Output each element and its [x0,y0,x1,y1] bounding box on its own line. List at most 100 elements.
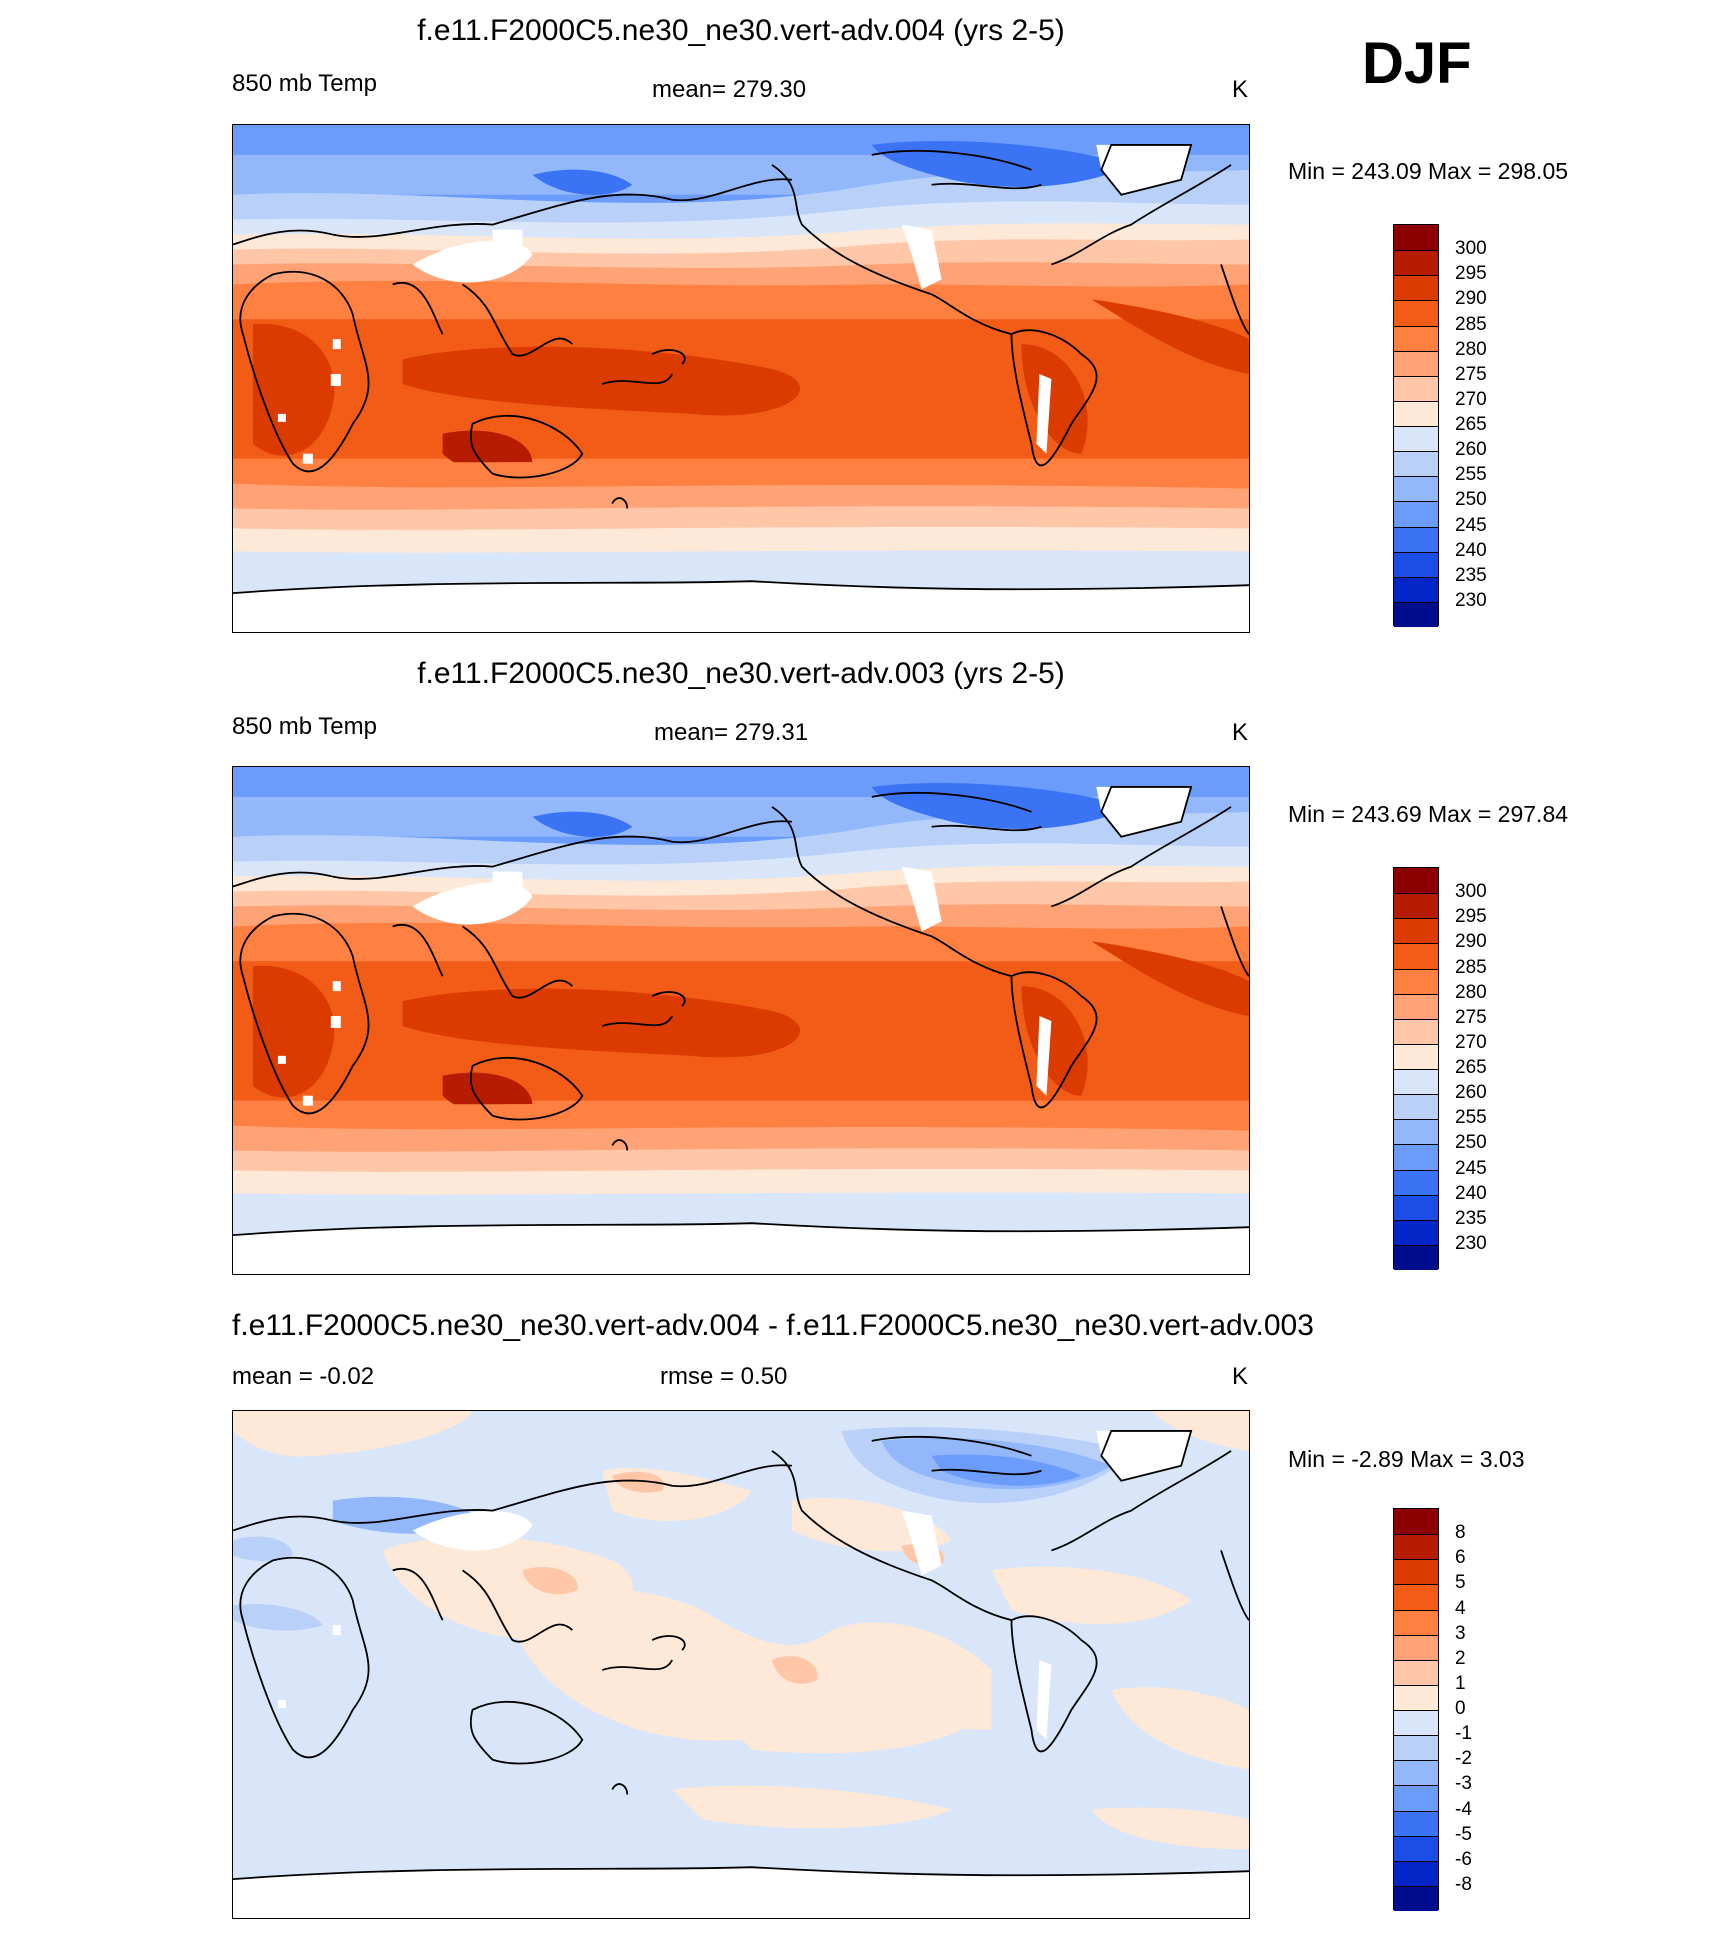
panel-2-colorbar-swatch [1394,1144,1438,1170]
panel-2-colorbar-swatch [1394,993,1438,1019]
panel-1-colorbar-swatch [1394,375,1438,401]
panel-3-colorbar-level-label: 5 [1455,1572,1466,1594]
panel-3-colorbar-level-label: -5 [1455,1823,1472,1845]
panel-2-colorbar-swatch [1394,1194,1438,1220]
panel-2-colorbar-level-label: 230 [1455,1232,1487,1254]
panel-2-colorbar-level-label: 250 [1455,1132,1487,1154]
panel-1-colorbar-swatch [1394,576,1438,602]
panel-3-colorbar-swatch [1394,1885,1438,1911]
panel-1-colorbar-level-label: 245 [1455,514,1487,536]
panel-2-colorbar-swatch [1394,868,1438,894]
panel-2-colorbar-swatch [1394,1018,1438,1044]
panel-3-colorbar-level-label: -4 [1455,1798,1472,1820]
panel-2-colorbar-swatch [1394,1169,1438,1195]
panel-1-colorbar-swatch [1394,551,1438,577]
panel-1-colorbar-swatch [1394,325,1438,351]
panel-1-colorbar-swatch [1394,476,1438,502]
panel-2-colorbar [1393,867,1439,1270]
panel-2-colorbar-level-label: 295 [1455,906,1487,928]
panel-3-colorbar-swatch [1394,1835,1438,1861]
panel-2-units-label: K [1232,719,1249,746]
panel-2-colorbar-swatch [1394,968,1438,994]
panel-2-map [232,766,1250,1275]
panel-3-colorbar-swatch [1394,1860,1438,1886]
panel-3-minmax-label: Min = -2.89 Max = 3.03 [1288,1446,1525,1472]
panel-3-colorbar-level-label: 3 [1455,1622,1466,1644]
panel-3-colorbar-level-label: 2 [1455,1647,1466,1669]
panel-1-units-label: K [1232,76,1249,103]
panel-1-colorbar-swatch [1394,426,1438,452]
panel-3-colorbar-swatch [1394,1659,1438,1685]
panel-3-colorbar-swatch [1394,1760,1438,1786]
panel-1-colorbar-swatch [1394,250,1438,276]
panel-2-colorbar-swatch [1394,1069,1438,1095]
panel-3-colorbar-swatch [1394,1559,1438,1585]
panel-2-colorbar-level-label: 245 [1455,1157,1487,1179]
panel-3-colorbar-level-label: -8 [1455,1873,1472,1895]
panel-3-colorbar-swatch [1394,1785,1438,1811]
panel-3-colorbar-level-label: -6 [1455,1848,1472,1870]
panel-2-colorbar-level-label: 260 [1455,1082,1487,1104]
panel-2-colorbar-swatch [1394,1119,1438,1145]
panel-3-colorbar-level-label: 4 [1455,1597,1466,1619]
panel-2-colorbar-swatch [1394,918,1438,944]
panel-2-colorbar-level-label: 265 [1455,1057,1487,1078]
season-label: DJF [1362,31,1472,96]
panel-3-colorbar-swatch [1394,1609,1438,1635]
panel-3-colorbar-level-label: 1 [1455,1672,1466,1694]
panel-1-colorbar-swatch [1394,526,1438,552]
panel-2-colorbar-level-label: 300 [1455,881,1487,903]
panel-3-colorbar-level-label: -1 [1455,1723,1472,1745]
panel-3-colorbar-swatch [1394,1810,1438,1836]
panel-1-colorbar-level-label: 235 [1455,564,1487,586]
panel-3-colorbar-level-label: 8 [1455,1522,1466,1544]
panel-3-rmse-label: rmse = 0.50 [660,1363,788,1390]
panel-2-colorbar-level-label: 280 [1455,981,1487,1003]
panel-3-colorbar-level-label: -3 [1455,1773,1472,1795]
panel-1-colorbar-level-label: 275 [1455,363,1487,385]
panel-3-units-label: K [1232,1363,1249,1390]
panel-1-colorbar-level-label: 230 [1455,589,1487,611]
panel-2-colorbar-level-label: 240 [1455,1182,1487,1204]
panel-3-colorbar-swatch [1394,1534,1438,1560]
panel-1-colorbar-swatch [1394,501,1438,527]
panel-1-temperature-field [233,125,1249,632]
panel-1-colorbar-level-label: 255 [1455,464,1487,486]
panel-1-colorbar [1393,224,1439,627]
panel-3-colorbar-swatch [1394,1634,1438,1660]
panel-2-colorbar-swatch [1394,1219,1438,1245]
panel-1-minmax-label: Min = 243.09 Max = 298.05 [1288,158,1569,184]
panel-2-colorbar-level-label: 235 [1455,1207,1487,1229]
panel-3-colorbar-swatch [1394,1710,1438,1736]
panel-1-colorbar-level-label: 290 [1455,288,1487,310]
panel-2-colorbar-swatch [1394,943,1438,969]
panel-3-map [232,1410,1250,1919]
panel-1-colorbar-swatch [1394,300,1438,326]
panel-1-colorbar-level-label: 240 [1455,539,1487,561]
panel-1-colorbar-level-label: 300 [1455,238,1487,260]
panel-3-colorbar-swatch [1394,1735,1438,1761]
panel-2-colorbar-level-label: 285 [1455,956,1487,978]
panel-2-colorbar-level-label: 270 [1455,1031,1487,1053]
panel-2-colorbar-swatch [1394,893,1438,919]
panel-1-colorbar-level-label: 285 [1455,313,1487,335]
panel-1-map [232,124,1250,633]
panel-1-colorbar-level-label: 270 [1455,388,1487,410]
panel-3-mean-label: mean = -0.02 [232,1363,375,1390]
panel-2-title: f.e11.F2000C5.ne30_ne30.vert-adv.003 (yr… [417,657,1065,690]
panel-2-variable-label: 850 mb Temp [232,713,377,740]
panel-1-variable-label: 850 mb Temp [232,70,377,97]
panel-3-colorbar-swatch [1394,1684,1438,1710]
panel-1-title: f.e11.F2000C5.ne30_ne30.vert-adv.004 (yr… [417,14,1065,47]
panel-2-colorbar-swatch [1394,1094,1438,1120]
panel-1-colorbar-level-label: 250 [1455,489,1487,511]
panel-1-mean-label: mean= 279.30 [652,76,807,103]
panel-1-colorbar-level-label: 295 [1455,263,1487,285]
panel-1-colorbar-level-label: 265 [1455,414,1487,435]
panel-3-colorbar [1393,1508,1439,1911]
panel-1-colorbar-level-label: 260 [1455,439,1487,461]
panel-1-colorbar-level-label: 280 [1455,338,1487,360]
panel-2-colorbar-swatch [1394,1043,1438,1069]
panel-2-mean-label: mean= 279.31 [654,719,809,746]
panel-3-colorbar-level-label: -2 [1455,1748,1472,1770]
